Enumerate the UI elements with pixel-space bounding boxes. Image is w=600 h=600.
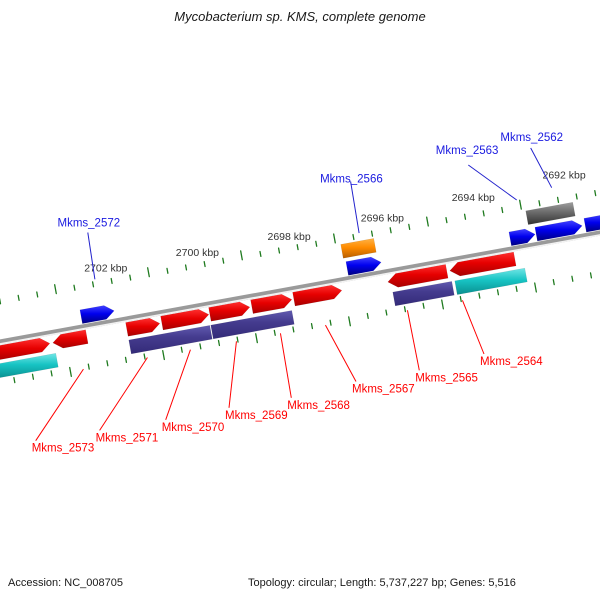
svg-text:2694 kbp: 2694 kbp [452, 192, 495, 204]
svg-text:2692 kbp: 2692 kbp [543, 169, 586, 181]
svg-text:Mkms_2565: Mkms_2565 [415, 372, 478, 384]
svg-text:2702 kbp: 2702 kbp [84, 263, 127, 275]
svg-text:Mkms_2563: Mkms_2563 [436, 145, 499, 157]
svg-text:Mkms_2566: Mkms_2566 [320, 173, 383, 185]
svg-text:2698 kbp: 2698 kbp [268, 231, 311, 243]
svg-text:Mkms_2568: Mkms_2568 [287, 400, 350, 412]
svg-text:Mkms_2567: Mkms_2567 [352, 384, 415, 396]
svg-text:Mkms_2573: Mkms_2573 [32, 443, 95, 455]
svg-text:Mkms_2564: Mkms_2564 [480, 356, 543, 368]
svg-text:Mkms_2572: Mkms_2572 [58, 218, 121, 230]
svg-text:2696 kbp: 2696 kbp [361, 213, 404, 225]
svg-text:2700 kbp: 2700 kbp [176, 247, 219, 259]
svg-text:Mkms_2571: Mkms_2571 [96, 432, 159, 444]
svg-text:Mkms_2570: Mkms_2570 [162, 422, 225, 434]
svg-text:Mkms_2569: Mkms_2569 [225, 410, 288, 422]
svg-text:Mkms_2562: Mkms_2562 [500, 132, 563, 144]
